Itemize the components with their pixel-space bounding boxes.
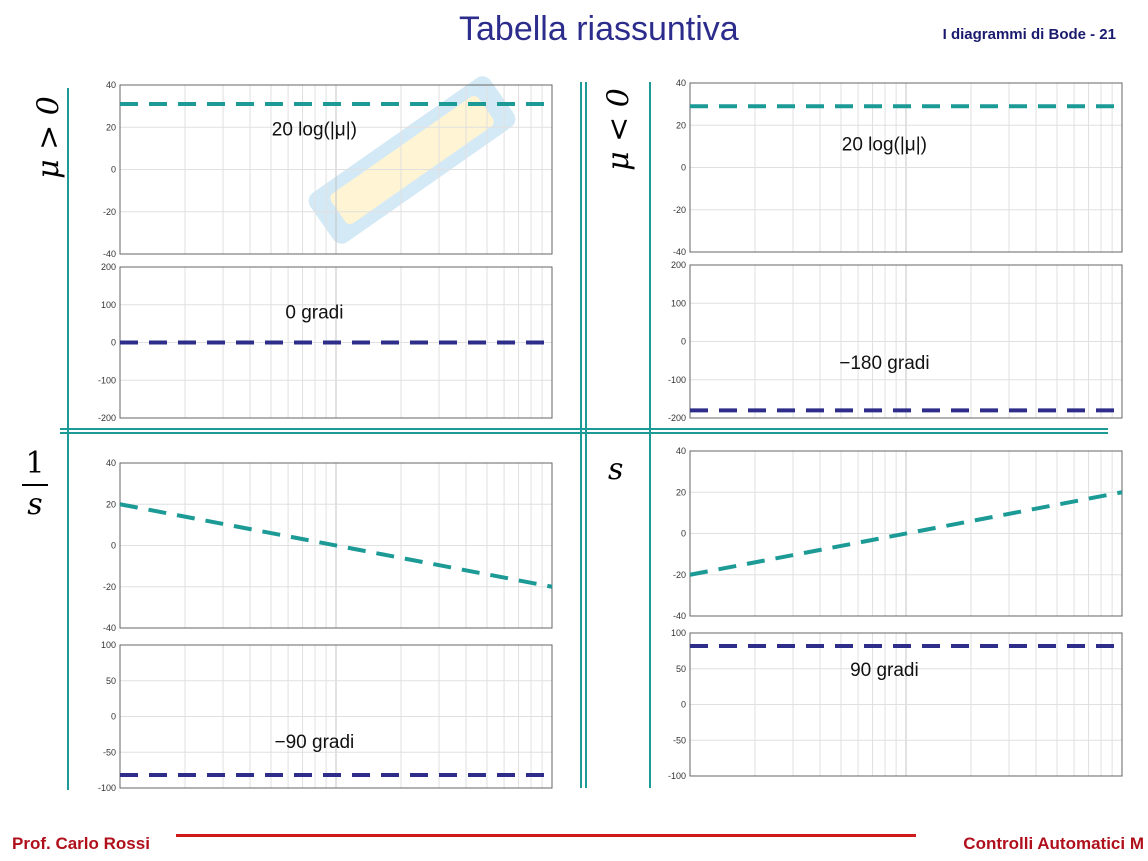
- slide-title: Tabella riassuntiva: [459, 10, 739, 48]
- y-tick-label: -40: [673, 247, 686, 257]
- label-mu-positive: μ > 0: [31, 96, 67, 179]
- axes-box: [689, 450, 1123, 617]
- footer-author: Prof. Carlo Rossi: [12, 834, 150, 853]
- y-tick-label: 100: [671, 298, 686, 308]
- grid: [689, 82, 1122, 253]
- y-tick-label: 0: [681, 700, 686, 710]
- y-tick-label: -100: [668, 375, 686, 385]
- y-tick-label: 0: [111, 541, 116, 551]
- axes-box: [689, 82, 1123, 253]
- y-tick-label: -100: [98, 783, 116, 793]
- y-tick-label: 50: [106, 676, 116, 686]
- y-tick-label: -50: [673, 735, 686, 745]
- label-one-over-s: 1 s: [22, 448, 48, 520]
- y-tick-label: -40: [103, 623, 116, 633]
- y-tick-label: -40: [103, 249, 116, 259]
- y-tick-label: 200: [101, 262, 116, 272]
- footer-course: Controlli Automatici M: [963, 834, 1144, 853]
- y-tick-label: -100: [668, 771, 686, 781]
- divider-left: [67, 88, 69, 790]
- divider-center-a: [580, 82, 582, 788]
- y-tick-label: 0: [111, 712, 116, 722]
- y-tick-label: 20: [106, 122, 116, 132]
- axes-box: [119, 462, 553, 629]
- data-line: [119, 502, 553, 589]
- y-tick-label: 40: [676, 446, 686, 456]
- y-tick-label: -200: [668, 413, 686, 423]
- divider-mid-b: [60, 432, 1108, 434]
- grid: [119, 84, 552, 255]
- y-tick-label: -20: [673, 570, 686, 580]
- y-tick-label: 0: [111, 338, 116, 348]
- divider-right: [649, 82, 651, 788]
- y-tick-label: 0: [681, 337, 686, 347]
- curve-annotation: −180 gradi: [839, 353, 929, 374]
- label-mu-negative: μ < 0: [601, 88, 637, 171]
- y-tick-label: 20: [106, 499, 116, 509]
- plot-mu-pos-phase: 200 100 0 -100 -200 0 gradi: [98, 262, 553, 423]
- grid: [119, 644, 552, 789]
- footer-rule: [176, 834, 916, 837]
- y-tick-label: 40: [676, 78, 686, 88]
- curve-annotation: 90 gradi: [850, 660, 919, 681]
- plot-mu-pos-magnitude: 40 20 0 -20 -40 20 log(|μ|): [103, 80, 553, 259]
- fraction-bar: [22, 484, 48, 486]
- y-tick-label: 0: [111, 165, 116, 175]
- y-tick-label: 0: [681, 163, 686, 173]
- divider-mid-a: [60, 428, 1108, 430]
- plot-s-magnitude: 40 20 0 -20 -40: [673, 446, 1123, 621]
- y-tick-label: -20: [103, 207, 116, 217]
- y-tick-label: 100: [671, 628, 686, 638]
- plot-mu-neg-phase: 200 100 0 -100 -200 −180 gradi: [668, 260, 1123, 423]
- y-tick-label: 40: [106, 80, 116, 90]
- plot-s-phase: 100 50 0 -50 -100 90 gradi: [668, 628, 1123, 781]
- curve-annotation: 20 log(|μ|): [842, 135, 927, 156]
- curve-annotation: 20 log(|μ|): [272, 120, 357, 141]
- y-tick-label: -100: [98, 375, 116, 385]
- divider-center-b: [585, 82, 587, 788]
- plot-mu-neg-magnitude: 40 20 0 -20 -40 20 log(|μ|): [673, 78, 1123, 257]
- y-tick-label: 20: [676, 120, 686, 130]
- axes-box: [689, 264, 1123, 419]
- y-tick-label: 100: [101, 640, 116, 650]
- y-tick-label: -200: [98, 413, 116, 423]
- y-tick-label: 0: [681, 529, 686, 539]
- plot-inv-s-phase: 100 50 0 -50 -100 −90 gradi: [98, 640, 553, 793]
- y-tick-label: 100: [101, 300, 116, 310]
- curve-annotation: −90 gradi: [275, 732, 355, 753]
- y-tick-label: 40: [106, 458, 116, 468]
- y-tick-label: -20: [103, 582, 116, 592]
- label-one-over-s-num: 1: [25, 446, 45, 481]
- y-tick-label: -20: [673, 205, 686, 215]
- label-s: s: [608, 452, 624, 487]
- grid: [689, 632, 1122, 777]
- grid: [689, 264, 1122, 419]
- data-line: [689, 490, 1123, 577]
- curve-annotation: 0 gradi: [285, 302, 343, 323]
- y-tick-label: 200: [671, 260, 686, 270]
- y-tick-label: 50: [676, 664, 686, 674]
- y-tick-label: -40: [673, 611, 686, 621]
- axes-box: [119, 84, 553, 255]
- y-tick-label: -50: [103, 747, 116, 757]
- y-tick-label: 20: [676, 487, 686, 497]
- slide-number: I diagrammi di Bode - 21: [942, 26, 1116, 43]
- axes-box: [119, 644, 553, 789]
- plot-inv-s-magnitude: 40 20 0 -20 -40: [103, 458, 553, 633]
- axes-box: [689, 632, 1123, 777]
- label-one-over-s-den: s: [27, 487, 43, 522]
